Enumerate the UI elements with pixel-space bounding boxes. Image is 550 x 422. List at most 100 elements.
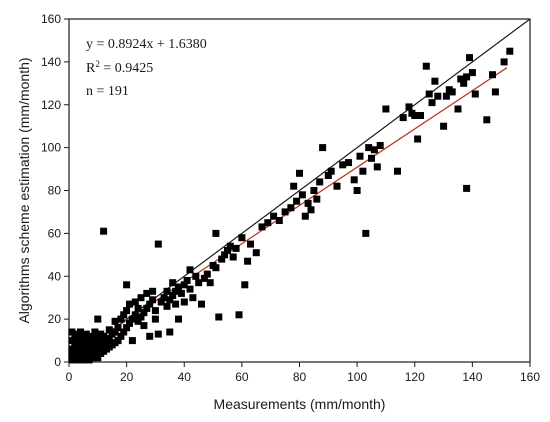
data-point xyxy=(123,281,131,289)
regression-equation: y = 0.8924x + 1.6380 xyxy=(86,37,207,52)
data-point xyxy=(120,328,128,336)
data-point xyxy=(422,62,430,70)
data-point xyxy=(117,332,125,340)
data-point xyxy=(359,167,367,175)
data-point xyxy=(146,300,154,308)
data-point xyxy=(200,274,208,282)
data-point xyxy=(97,343,105,351)
data-point xyxy=(163,287,171,295)
r-squared: R2 = 0.9425 xyxy=(86,59,153,76)
data-point xyxy=(114,324,122,332)
data-point xyxy=(172,287,180,295)
data-point xyxy=(226,242,234,250)
data-point xyxy=(319,144,327,152)
x-tick-label: 80 xyxy=(293,370,307,384)
data-point xyxy=(411,112,419,119)
data-point xyxy=(163,302,171,310)
data-point xyxy=(189,294,197,302)
data-point xyxy=(85,337,93,345)
data-point xyxy=(370,146,378,154)
data-point xyxy=(166,296,174,304)
data-point xyxy=(428,99,436,107)
data-point xyxy=(149,287,157,295)
data-point xyxy=(376,142,384,149)
data-point xyxy=(134,317,142,325)
data-point xyxy=(151,315,159,323)
data-point xyxy=(203,270,211,278)
data-point xyxy=(235,311,243,319)
data-point xyxy=(301,212,309,220)
data-point xyxy=(345,159,352,167)
x-tick-label: 100 xyxy=(347,370,367,384)
data-point xyxy=(111,317,119,325)
data-point xyxy=(448,88,456,96)
data-point xyxy=(394,167,401,175)
data-point xyxy=(180,281,188,289)
y-axis-title: Algorithms scheme estimation (mm/month) xyxy=(16,57,32,323)
data-point xyxy=(281,208,289,216)
data-point xyxy=(206,279,214,287)
x-tick-label: 60 xyxy=(235,370,249,384)
data-point xyxy=(123,324,131,332)
data-point xyxy=(313,195,321,203)
data-point xyxy=(149,296,157,304)
data-point xyxy=(324,172,332,179)
data-point xyxy=(157,298,165,306)
data-point xyxy=(177,289,185,297)
data-point xyxy=(68,328,76,336)
data-point xyxy=(74,349,82,357)
one-to-one-line xyxy=(68,18,531,363)
data-point xyxy=(463,73,471,81)
data-point xyxy=(137,313,145,321)
data-point xyxy=(143,304,151,312)
y-tick-label: 20 xyxy=(48,312,62,326)
data-point xyxy=(247,240,254,248)
data-point xyxy=(105,326,113,334)
data-point xyxy=(154,240,162,248)
y-tick-label: 120 xyxy=(41,98,61,112)
data-point xyxy=(123,307,131,315)
y-tick-label: 0 xyxy=(54,355,61,369)
data-point xyxy=(160,294,168,302)
data-point xyxy=(244,257,252,265)
y-tick-label: 60 xyxy=(48,226,62,240)
data-point xyxy=(304,199,312,207)
data-point xyxy=(172,300,180,308)
data-point xyxy=(94,354,102,362)
data-point xyxy=(186,285,194,293)
data-point xyxy=(307,206,315,214)
data-point xyxy=(290,182,298,190)
data-point xyxy=(252,249,260,257)
data-point xyxy=(183,277,191,284)
data-point xyxy=(146,332,154,340)
data-point xyxy=(298,191,306,199)
data-marks xyxy=(68,18,531,364)
data-point xyxy=(128,337,136,345)
data-point xyxy=(442,92,450,100)
x-tick-label: 160 xyxy=(520,370,540,384)
data-point xyxy=(111,328,119,336)
data-point xyxy=(241,281,249,289)
data-point xyxy=(134,304,142,312)
data-point xyxy=(154,330,162,338)
data-point xyxy=(100,227,108,235)
data-point xyxy=(120,311,128,319)
x-tick-label: 120 xyxy=(405,370,425,384)
data-point xyxy=(275,217,283,224)
y-tick-label: 160 xyxy=(41,12,61,26)
data-point xyxy=(431,77,439,85)
data-point xyxy=(229,253,237,261)
data-point xyxy=(82,330,90,338)
data-point xyxy=(287,204,295,212)
data-point xyxy=(316,178,324,186)
data-point xyxy=(356,152,364,160)
data-point xyxy=(506,47,514,55)
x-axis-title: Measurements (mm/month) xyxy=(214,396,386,412)
data-point xyxy=(198,300,205,308)
y-tick-label: 100 xyxy=(41,141,61,155)
data-point xyxy=(264,219,272,227)
sample-count: n = 191 xyxy=(86,84,129,99)
x-tick-label: 140 xyxy=(462,370,482,384)
r-squared-value: = 0.9425 xyxy=(100,61,153,76)
data-point xyxy=(353,187,361,194)
